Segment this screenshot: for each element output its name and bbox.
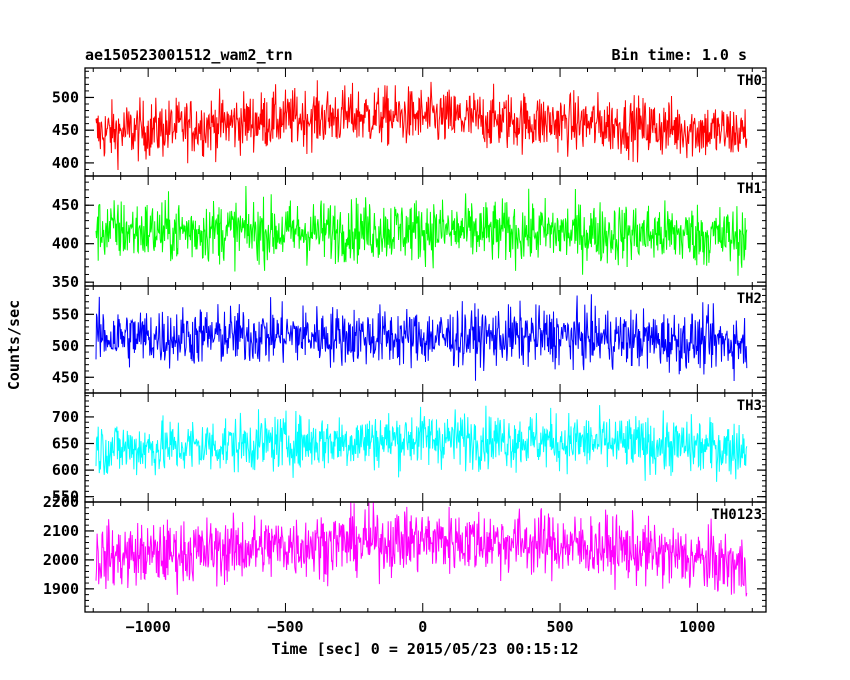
y-tick-label-th1: 350: [52, 273, 79, 291]
panel-label-th3: TH3: [737, 398, 762, 414]
y-tick-label-th0123: 2000: [43, 551, 79, 569]
panel-frame-th0123: [84, 501, 767, 613]
chart-title: ae150523001512_wam2_trn: [85, 46, 293, 64]
y-tick-label-th0123: 2200: [43, 493, 79, 511]
y-tick-label-th0: 500: [52, 88, 79, 106]
y-tick-label-th3: 550: [52, 488, 79, 506]
series-th0: [95, 80, 748, 171]
y-tick-label-th0: 450: [52, 121, 79, 139]
y-tick-label-th3: 700: [52, 408, 79, 426]
series-th1: [95, 185, 748, 276]
panel-label-th0123: TH0123: [711, 507, 762, 523]
y-tick-label-th0123: 2100: [43, 522, 79, 540]
y-tick-label-th0123: 1900: [43, 580, 79, 598]
x-tick-label: −1000: [126, 618, 171, 636]
y-tick-label-th1: 450: [52, 196, 79, 214]
x-tick-label: 0: [418, 618, 427, 636]
x-tick-label: −500: [267, 618, 303, 636]
panel-label-th2: TH2: [737, 291, 762, 307]
x-axis-label: Time [sec] 0 = 2015/05/23 00:15:12: [271, 640, 578, 658]
y-tick-label-th3: 650: [52, 435, 79, 453]
series-th0123: [95, 502, 748, 597]
y-tick-label-th3: 600: [52, 461, 79, 479]
plot-area: 400 450 500 TH0 350 400 450 TH1 450 500 550 TH2 550 6…: [43, 67, 767, 636]
chart-subtitle: Bin time: 1.0 s: [612, 46, 747, 64]
y-tick-label-th2: 550: [52, 305, 79, 323]
panel-label-th1: TH1: [737, 181, 762, 197]
y-tick-label-th1: 400: [52, 235, 79, 253]
series-th2: [95, 294, 748, 382]
y-tick-label-th2: 450: [52, 368, 79, 386]
panel-label-th0: TH0: [737, 73, 762, 89]
x-tick-label: 500: [547, 618, 574, 636]
x-tick-label: 1000: [679, 618, 715, 636]
series-th3: [95, 405, 748, 482]
y-tick-label-th0: 400: [52, 154, 79, 172]
y-axis-label: Counts/sec: [5, 300, 23, 390]
y-tick-label-th2: 500: [52, 337, 79, 355]
